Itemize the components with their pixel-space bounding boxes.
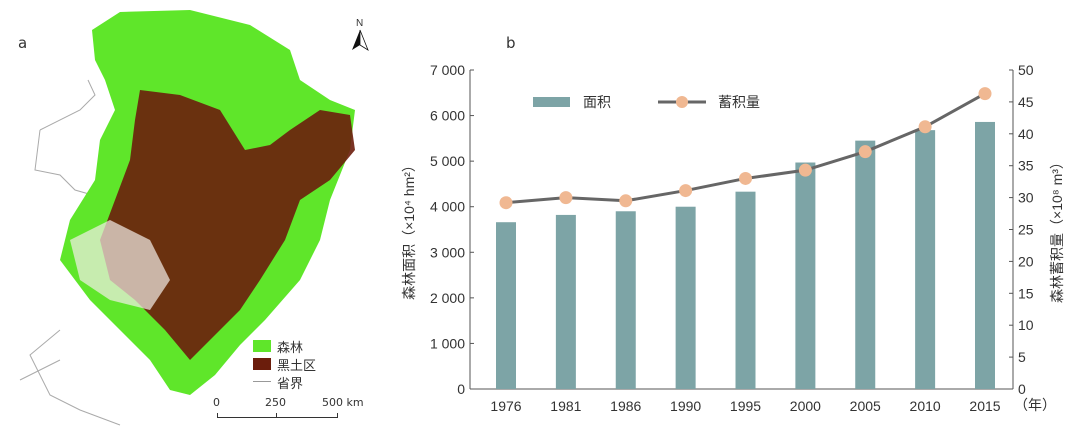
x-tick-label: 1986 bbox=[610, 398, 641, 414]
legend-swatch-blacksoil bbox=[253, 358, 271, 370]
right-tick-label: 20 bbox=[1018, 253, 1034, 269]
volume-point-1976 bbox=[499, 196, 513, 210]
svg-text:N: N bbox=[356, 18, 363, 29]
scale-bar-line bbox=[217, 413, 338, 418]
panel-a-label: a bbox=[18, 34, 28, 52]
right-tick-label: 50 bbox=[1018, 62, 1034, 78]
legend-line-boundary bbox=[253, 381, 271, 382]
map: N bbox=[19, 10, 369, 426]
legend-label-volume: 蓄积量 bbox=[718, 94, 760, 110]
left-tick-label: 3 000 bbox=[430, 244, 465, 260]
legend-bar-swatch bbox=[533, 97, 570, 107]
volume-point-1981 bbox=[559, 191, 573, 205]
x-tick-label: 1976 bbox=[490, 398, 521, 414]
right-tick-label: 30 bbox=[1018, 190, 1034, 206]
left-tick-label: 2 000 bbox=[430, 290, 465, 306]
x-tick-label: 2000 bbox=[790, 398, 821, 414]
x-tick-label: 1981 bbox=[550, 398, 581, 414]
volume-point-1995 bbox=[739, 171, 752, 185]
right-tick-label: 40 bbox=[1018, 126, 1034, 142]
left-tick-label: 5 000 bbox=[430, 153, 465, 169]
bar-2005 bbox=[855, 140, 876, 389]
legend-label-boundary: 省界 bbox=[277, 377, 304, 392]
left-tick-label: 0 bbox=[457, 381, 465, 397]
volume-point-2000 bbox=[798, 163, 812, 177]
left-tick-label: 6 000 bbox=[430, 108, 465, 124]
right-tick-label: 25 bbox=[1018, 222, 1034, 238]
north-arrow-icon: N bbox=[352, 18, 369, 51]
right-tick-label: 15 bbox=[1018, 285, 1034, 301]
legend-label-area: 面积 bbox=[583, 94, 611, 110]
right-tick-label: 35 bbox=[1018, 158, 1034, 174]
bar-2010 bbox=[915, 130, 936, 389]
scale-bar-mid-tick bbox=[276, 413, 277, 417]
legend-label-forest: 森林 bbox=[277, 341, 304, 356]
bar-2015 bbox=[975, 121, 995, 390]
volume-point-2010 bbox=[918, 120, 932, 134]
volume-point-2005 bbox=[858, 145, 872, 159]
x-unit-label: （年） bbox=[1014, 397, 1056, 413]
volume-point-1986 bbox=[619, 194, 633, 208]
bar-1995 bbox=[735, 191, 756, 389]
bar-2000 bbox=[795, 162, 816, 389]
bar-1986 bbox=[615, 211, 636, 389]
bar-1981 bbox=[555, 214, 576, 389]
right-tick-label: 0 bbox=[1018, 381, 1026, 397]
volume-point-2015 bbox=[978, 87, 992, 101]
scale-tick-250: 250 bbox=[265, 396, 286, 409]
scale-tick-500: 500 km bbox=[322, 396, 364, 409]
right-tick-label: 45 bbox=[1018, 94, 1034, 110]
legend-swatch-forest bbox=[253, 340, 271, 352]
legend-label-blacksoil: 黑土区 bbox=[277, 359, 317, 374]
right-tick-label: 10 bbox=[1018, 317, 1034, 333]
bar-1976 bbox=[496, 222, 516, 389]
volume-point-1990 bbox=[679, 184, 693, 198]
left-tick-label: 4 000 bbox=[430, 199, 465, 215]
scale-tick-0: 0 bbox=[213, 396, 220, 409]
x-tick-label: 1990 bbox=[670, 398, 701, 414]
left-axis-title: 森林面积（×10⁴ hm²） bbox=[401, 158, 417, 300]
x-tick-label: 1995 bbox=[730, 398, 761, 414]
x-tick-label: 2015 bbox=[969, 398, 1000, 414]
province-boundaries bbox=[19, 79, 121, 426]
x-tick-label: 2005 bbox=[850, 398, 881, 414]
left-tick-label: 1 000 bbox=[430, 335, 465, 351]
x-tick-label: 2010 bbox=[910, 398, 941, 414]
legend-marker-swatch bbox=[676, 96, 688, 108]
panel-b-label: b bbox=[506, 34, 516, 52]
chart-legend: 面积 蓄积量 bbox=[533, 94, 760, 110]
right-axis-title: 森林蓄积量（×10⁸ m³） bbox=[1049, 155, 1065, 303]
map-region-cleared bbox=[70, 220, 170, 310]
bar-1990 bbox=[675, 206, 696, 389]
map-region-blacksoil bbox=[100, 90, 355, 360]
right-tick-label: 5 bbox=[1018, 349, 1026, 365]
left-tick-label: 7 000 bbox=[430, 62, 465, 78]
